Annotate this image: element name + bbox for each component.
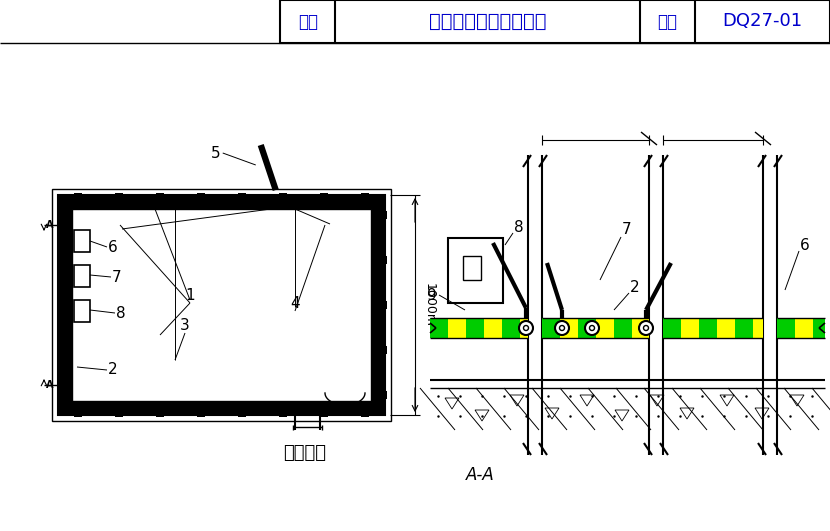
Bar xyxy=(578,318,596,338)
Text: 图名: 图名 xyxy=(298,13,318,30)
Bar xyxy=(74,409,82,417)
Bar xyxy=(72,209,371,401)
Circle shape xyxy=(519,321,533,335)
Circle shape xyxy=(589,326,594,330)
Bar xyxy=(466,318,484,338)
Bar xyxy=(379,391,387,399)
Bar xyxy=(280,0,830,43)
Bar xyxy=(197,193,205,201)
Circle shape xyxy=(524,326,529,330)
Bar xyxy=(735,318,753,338)
Text: 2: 2 xyxy=(108,363,118,378)
Bar xyxy=(379,301,387,309)
Text: 1: 1 xyxy=(185,287,195,303)
Bar xyxy=(614,318,632,338)
Bar xyxy=(379,256,387,264)
Bar xyxy=(379,211,387,219)
Text: A-A: A-A xyxy=(466,466,495,484)
Text: 5: 5 xyxy=(211,145,221,160)
Bar xyxy=(238,409,246,417)
Bar xyxy=(156,409,164,417)
Bar xyxy=(542,318,560,338)
Bar xyxy=(717,318,735,338)
Bar xyxy=(663,318,681,338)
Text: A: A xyxy=(46,380,54,390)
Bar xyxy=(681,318,699,338)
Circle shape xyxy=(643,326,648,330)
Text: A: A xyxy=(46,220,54,230)
Bar xyxy=(115,193,123,201)
Bar xyxy=(448,318,466,338)
Text: 3: 3 xyxy=(180,318,190,332)
Text: 图号: 图号 xyxy=(657,13,677,30)
Text: 8: 8 xyxy=(514,220,524,236)
Bar xyxy=(753,318,763,338)
Bar xyxy=(520,318,528,338)
Bar xyxy=(320,193,328,201)
Bar xyxy=(502,318,520,338)
Bar xyxy=(632,318,649,338)
Text: 9: 9 xyxy=(427,287,437,303)
Text: 7: 7 xyxy=(622,222,632,237)
Text: 电井设备接地干线安装: 电井设备接地干线安装 xyxy=(429,12,546,31)
Bar xyxy=(430,318,448,338)
Bar xyxy=(279,193,287,201)
Bar xyxy=(115,409,123,417)
Bar xyxy=(560,318,578,338)
Bar xyxy=(74,300,90,322)
Circle shape xyxy=(585,321,599,335)
Bar xyxy=(320,409,328,417)
Bar xyxy=(197,409,205,417)
Bar xyxy=(74,265,90,287)
Circle shape xyxy=(639,321,653,335)
Bar xyxy=(361,193,369,201)
Bar xyxy=(596,318,614,338)
Bar xyxy=(58,195,385,415)
Text: 8: 8 xyxy=(116,305,125,321)
Bar xyxy=(699,318,717,338)
Bar xyxy=(156,193,164,201)
Circle shape xyxy=(559,326,564,330)
Bar xyxy=(52,189,391,421)
Text: 2: 2 xyxy=(630,280,640,295)
Text: 1000m: 1000m xyxy=(423,283,436,327)
Text: 6: 6 xyxy=(108,239,118,254)
Bar xyxy=(74,193,82,201)
Bar xyxy=(379,346,387,354)
Circle shape xyxy=(555,321,569,335)
Bar xyxy=(484,318,502,338)
Text: 7: 7 xyxy=(112,270,122,285)
Bar xyxy=(813,318,825,338)
Bar xyxy=(238,193,246,201)
Bar xyxy=(279,409,287,417)
Bar xyxy=(361,409,369,417)
Bar xyxy=(463,256,481,280)
Bar xyxy=(448,238,503,303)
Text: DQ27-01: DQ27-01 xyxy=(722,13,803,30)
Text: 6: 6 xyxy=(800,237,810,253)
Text: 4: 4 xyxy=(290,295,300,311)
Bar xyxy=(795,318,813,338)
Bar xyxy=(74,230,90,252)
Bar xyxy=(777,318,795,338)
Text: 埋地敷设: 埋地敷设 xyxy=(284,444,326,462)
